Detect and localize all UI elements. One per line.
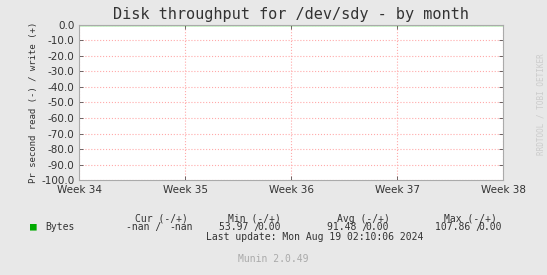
Text: Munin 2.0.49: Munin 2.0.49 <box>238 254 309 263</box>
Text: Last update: Mon Aug 19 02:10:06 2024: Last update: Mon Aug 19 02:10:06 2024 <box>206 232 423 241</box>
Text: 0.00: 0.00 <box>479 222 502 232</box>
Text: ■: ■ <box>30 222 37 232</box>
Text: 107.86 /: 107.86 / <box>435 222 482 232</box>
Text: Avg (-/+): Avg (-/+) <box>337 214 390 224</box>
Text: 0.00: 0.00 <box>365 222 389 232</box>
Text: RRDTOOL / TOBI OETIKER: RRDTOOL / TOBI OETIKER <box>537 54 546 155</box>
Y-axis label: Pr second read (-) / write (+): Pr second read (-) / write (+) <box>30 22 38 183</box>
Text: Min (-/+): Min (-/+) <box>228 214 281 224</box>
Text: 91.48 /: 91.48 / <box>327 222 368 232</box>
Text: Max (-/+): Max (-/+) <box>444 214 497 224</box>
Text: -nan: -nan <box>170 222 193 232</box>
Text: 0.00: 0.00 <box>257 222 281 232</box>
Title: Disk throughput for /dev/sdy - by month: Disk throughput for /dev/sdy - by month <box>113 7 469 22</box>
Text: 53.97 /: 53.97 / <box>219 222 260 232</box>
Text: Cur (-/+): Cur (-/+) <box>135 214 188 224</box>
Text: Bytes: Bytes <box>45 222 75 232</box>
Text: -nan /: -nan / <box>126 222 161 232</box>
